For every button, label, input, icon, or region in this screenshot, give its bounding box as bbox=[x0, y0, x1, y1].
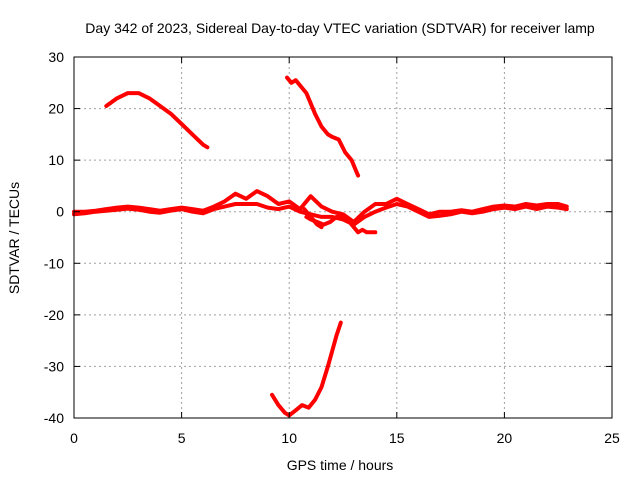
y-tick-label: -20 bbox=[44, 307, 64, 323]
y-tick-label: 30 bbox=[48, 49, 64, 65]
ticks bbox=[73, 56, 613, 419]
series-dip-12-14 bbox=[304, 214, 378, 235]
y-axis-label: SDTVAR / TECUs bbox=[6, 182, 22, 294]
x-tick-label: 5 bbox=[178, 430, 186, 446]
series-arc-low bbox=[270, 320, 343, 418]
x-tick-labels: 0 5 10 15 20 25 bbox=[70, 430, 620, 446]
series-group bbox=[72, 75, 569, 418]
x-tick-label: 20 bbox=[497, 430, 513, 446]
x-tick-label: 15 bbox=[389, 430, 405, 446]
y-tick-label: 20 bbox=[48, 101, 64, 117]
y-tick-label: 0 bbox=[56, 204, 64, 220]
y-tick-labels: 30 20 10 0 -10 -20 -30 -40 bbox=[44, 49, 64, 426]
x-tick-label: 10 bbox=[281, 430, 297, 446]
y-tick-label: -30 bbox=[44, 358, 64, 374]
grid bbox=[74, 57, 612, 418]
series-spur-11 bbox=[302, 207, 324, 230]
x-axis-label: GPS time / hours bbox=[287, 457, 394, 473]
y-tick-label: -10 bbox=[44, 255, 64, 271]
x-tick-label: 0 bbox=[70, 430, 78, 446]
y-tick-label: -40 bbox=[44, 410, 64, 426]
y-tick-label: 10 bbox=[48, 152, 64, 168]
series-arc-high-left bbox=[104, 91, 210, 150]
x-tick-label: 25 bbox=[604, 430, 620, 446]
series-baseline-b bbox=[72, 202, 569, 227]
plot-frame bbox=[73, 56, 613, 419]
chart-title: Day 342 of 2023, Sidereal Day-to-day VTE… bbox=[85, 20, 595, 36]
series-arc-high-right bbox=[285, 75, 361, 178]
series-baseline-a bbox=[72, 189, 569, 224]
